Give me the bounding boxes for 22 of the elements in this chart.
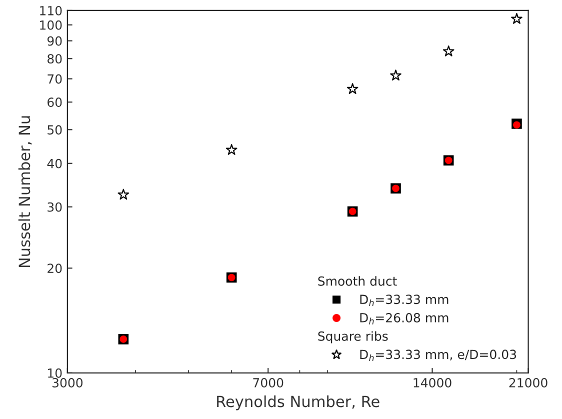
x-tick-label: 21000 bbox=[509, 378, 548, 388]
y-tick-label: 20 bbox=[48, 264, 62, 274]
x-tick-label: 7000 bbox=[253, 378, 284, 388]
y-tick-label: 110 bbox=[40, 6, 62, 16]
y-axis-title: Nusselt Number, Nu bbox=[18, 116, 32, 268]
legend-label: D$_{h}$=33.33 mm bbox=[360, 294, 448, 306]
y-tick-label: 80 bbox=[48, 54, 62, 64]
y-tick-label: 40 bbox=[47, 158, 62, 168]
annotation: Smooth duct bbox=[318, 276, 397, 286]
y-tick-label: 10 bbox=[48, 368, 62, 378]
x-axis-title: Reynolds Number, Re bbox=[217, 395, 380, 410]
y-tick-label: 70 bbox=[48, 74, 62, 84]
y-tick-label: 60 bbox=[48, 98, 62, 108]
legend-label: D$_{h}$=33.33 mm, e/D=0.03 bbox=[360, 350, 516, 362]
legend-label: D$_{h}$=26.08 mm bbox=[360, 312, 448, 324]
x-tick-label: 14000 bbox=[414, 378, 452, 388]
y-tick-label: 50 bbox=[48, 125, 62, 135]
y-tick-label: 90 bbox=[47, 36, 62, 46]
y-tick-label: 100 bbox=[40, 20, 62, 30]
y-tick-label: 30 bbox=[48, 202, 62, 212]
annotation: Square ribs bbox=[318, 331, 388, 344]
x-tick-label: 3000 bbox=[52, 378, 83, 388]
